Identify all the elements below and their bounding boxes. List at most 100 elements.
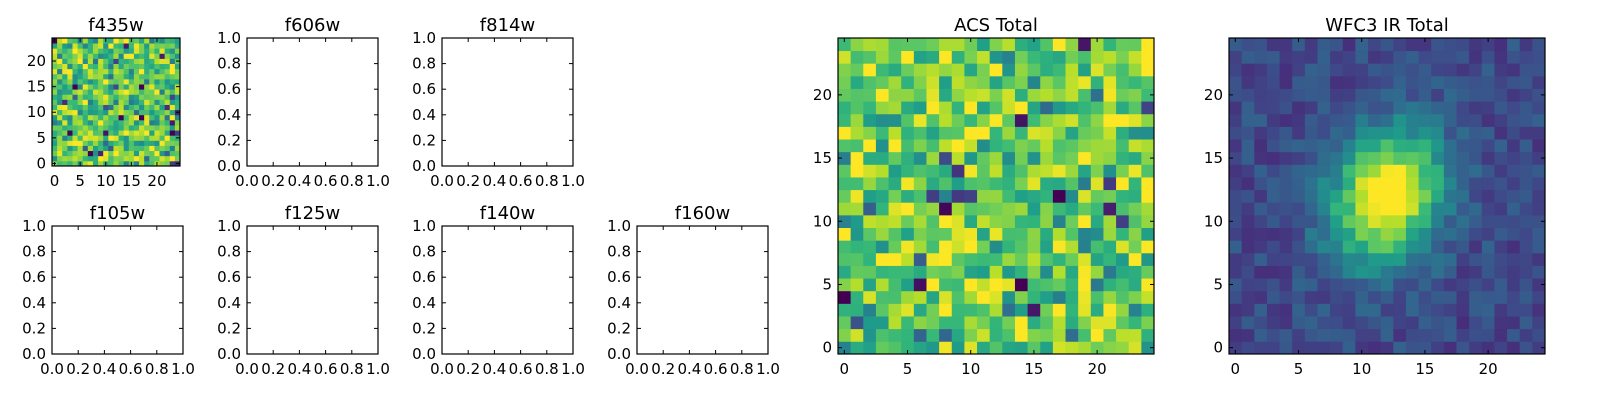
heatmap-cell — [174, 89, 181, 95]
heatmap-cell — [1090, 189, 1104, 203]
heatmap-cell — [174, 73, 181, 80]
heatmap-cell — [913, 214, 927, 228]
x-tick-label: 0.4 — [92, 360, 116, 378]
heatmap-cell — [1065, 252, 1079, 266]
heatmap-cell — [1141, 303, 1155, 317]
heatmap-cell — [1128, 252, 1142, 266]
heatmap-cell — [133, 145, 140, 152]
heatmap-cell — [154, 84, 160, 90]
heatmap-cell — [159, 53, 166, 59]
heatmap-cell — [1040, 341, 1054, 355]
heatmap-cell — [1532, 75, 1546, 89]
heatmap-cell — [1469, 177, 1483, 191]
heatmap-cell — [926, 189, 940, 203]
heatmap-cell — [901, 126, 915, 140]
heatmap-cell — [863, 139, 877, 153]
heatmap-cell — [108, 145, 114, 152]
heatmap-cell — [92, 125, 99, 131]
heatmap-cell — [1002, 240, 1016, 254]
heatmap-cell — [863, 38, 877, 52]
heatmap-cell — [67, 140, 73, 146]
heatmap-cell — [128, 94, 135, 100]
heatmap-cell — [1014, 151, 1028, 165]
heatmap-cell — [1065, 63, 1079, 77]
heatmap-cell — [57, 119, 63, 126]
heatmap-cell — [926, 290, 940, 304]
heatmap-cell — [139, 104, 145, 111]
heatmap-cell — [1116, 38, 1130, 52]
heatmap-cell — [888, 189, 902, 203]
heatmap-cell — [1393, 265, 1407, 279]
heatmap-cell — [1241, 139, 1255, 153]
heatmap-cell — [989, 265, 1003, 279]
heatmap-cell — [174, 48, 181, 54]
heatmap-cell — [1304, 88, 1318, 102]
heatmap-cell — [103, 99, 109, 105]
heatmap-cell — [1405, 63, 1419, 77]
heatmap-cell — [926, 75, 940, 89]
heatmap-cell — [1443, 278, 1457, 292]
heatmap-cell — [1090, 303, 1104, 317]
heatmap-cell — [1481, 265, 1495, 279]
heatmap-cell — [77, 140, 84, 146]
heatmap-cell — [1128, 227, 1142, 241]
heatmap-cell — [67, 89, 73, 95]
heatmap-cell — [113, 150, 119, 157]
x-tick-label: 0.2 — [456, 172, 480, 190]
heatmap-cell — [139, 94, 145, 100]
heatmap-cell — [964, 113, 978, 127]
heatmap-cell — [82, 38, 89, 44]
heatmap-cell — [863, 63, 877, 77]
heatmap-cell — [1027, 278, 1041, 292]
heatmap-cell — [1128, 38, 1142, 52]
heatmap-cell — [1052, 113, 1066, 127]
heatmap-cell — [1090, 240, 1104, 254]
heatmap-cell — [123, 43, 130, 49]
heatmap-cell — [144, 145, 150, 152]
heatmap-cell — [1141, 151, 1155, 165]
heatmap-cell — [875, 101, 889, 115]
heatmap-cell — [1456, 50, 1470, 64]
heatmap-cell — [1065, 290, 1079, 304]
heatmap-cell — [98, 63, 104, 70]
y-tick-label: 0.4 — [217, 294, 241, 312]
heatmap-cell — [98, 114, 104, 121]
heatmap-cell — [977, 113, 991, 127]
heatmap-cell — [875, 214, 889, 228]
heatmap-cell — [1266, 101, 1280, 115]
heatmap-cell — [989, 202, 1003, 216]
heatmap-cell — [1040, 278, 1054, 292]
heatmap-cell — [169, 160, 176, 167]
heatmap-cell — [1279, 63, 1293, 77]
y-tick-label: 15 — [813, 149, 832, 167]
heatmap-cell — [901, 139, 915, 153]
heatmap-cell — [1431, 189, 1445, 203]
heatmap-cell — [1405, 164, 1419, 178]
heatmap-cell — [133, 73, 140, 80]
y-tick-label: 5 — [36, 129, 46, 147]
heatmap-cell — [1040, 139, 1054, 153]
heatmap-cell — [62, 104, 68, 111]
heatmap-cell — [72, 43, 78, 49]
heatmap-cell — [1141, 126, 1155, 140]
heatmap-cell — [913, 189, 927, 203]
x-tick-label: 0 — [1231, 360, 1241, 378]
heatmap-cell — [1469, 303, 1483, 317]
heatmap-cell — [888, 227, 902, 241]
heatmap-cell — [1317, 38, 1331, 52]
heatmap-cell — [1507, 101, 1521, 115]
heatmap-cell — [1078, 177, 1092, 191]
heatmap-cell — [1304, 101, 1318, 115]
heatmap-cell — [82, 84, 89, 90]
heatmap-cell — [1065, 328, 1079, 342]
heatmap-cell — [62, 94, 68, 100]
heatmap-cell — [174, 104, 181, 111]
heatmap-cell — [1355, 126, 1369, 140]
heatmap-cell — [1241, 113, 1255, 127]
heatmap-cell — [1431, 101, 1445, 115]
heatmap-cell — [1418, 113, 1432, 127]
heatmap-cell — [154, 135, 160, 141]
heatmap-cell — [98, 89, 104, 95]
heatmap-cell — [1078, 214, 1092, 228]
heatmap-cell — [1431, 75, 1445, 89]
